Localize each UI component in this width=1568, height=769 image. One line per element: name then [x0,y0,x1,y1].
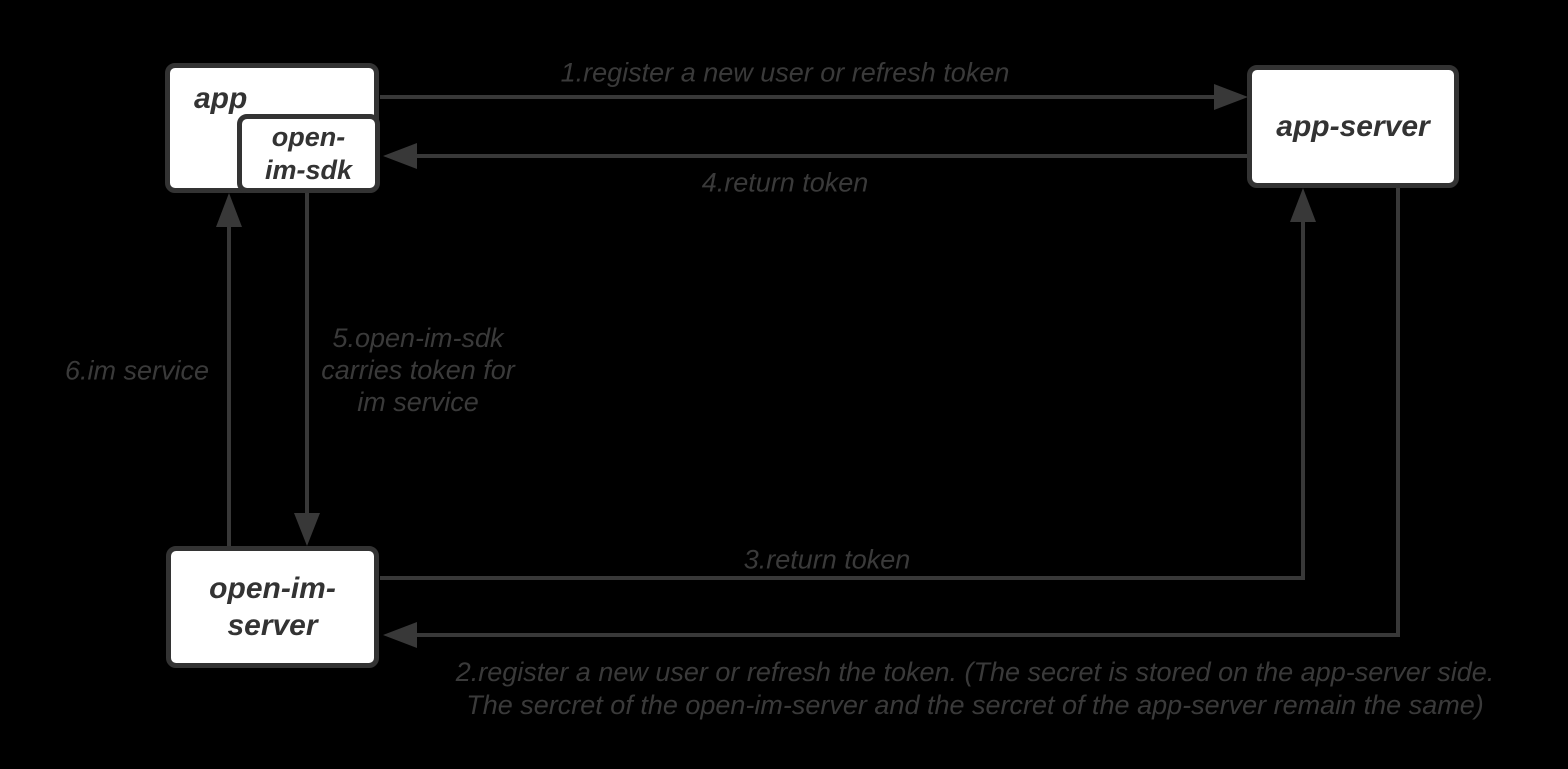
node-open-im-server-label-line2: server [227,609,318,642]
edge-3-arrowhead-up-icon [1290,188,1316,222]
node-open-im-server: open-im- server [166,546,379,668]
node-open-im-server-label-line1: open-im- [209,572,336,605]
edge-5-label-line1: 5.open-im-sdk [332,323,504,353]
edge-2-label-line1: 2.register a new user or refresh the tok… [455,657,1495,687]
edge-5-label: 5.open-im-sdk carries token for im servi… [321,322,515,418]
edge-1-arrowhead-right-icon [1214,84,1248,110]
edge-6-label: 6.im service [64,355,210,386]
edge-4-label: 4.return token [701,167,869,198]
edge-2-arrowhead-left-icon [383,622,417,648]
edge-1-label: 1.register a new user or refresh token [560,57,1010,88]
edge-6-arrowhead-up-icon [216,193,242,227]
edge-3-line [380,218,1305,580]
edge-4-arrowhead-left-icon [383,143,417,169]
edge-5-label-line2: carries token for [321,355,515,385]
node-open-im-sdk-label-line1: open- [271,121,346,152]
node-app-server: app-server [1247,65,1459,188]
edge-2-label-line2: The sercret of the open-im-server and th… [466,690,1484,720]
node-open-im-sdk-label-line2: im-sdk [264,154,353,185]
edge-3-label: 3.return token [743,544,911,575]
node-app-server-label: app-server [1276,109,1430,143]
edge-5-arrowhead-down-icon [294,513,320,546]
node-open-im-sdk: open- im-sdk [237,114,380,193]
edge-2-line [414,188,1400,637]
edge-2-label: 2.register a new user or refresh the tok… [456,656,1495,722]
edge-5-label-line3: im service [357,387,479,417]
node-app-label: app [194,82,248,115]
